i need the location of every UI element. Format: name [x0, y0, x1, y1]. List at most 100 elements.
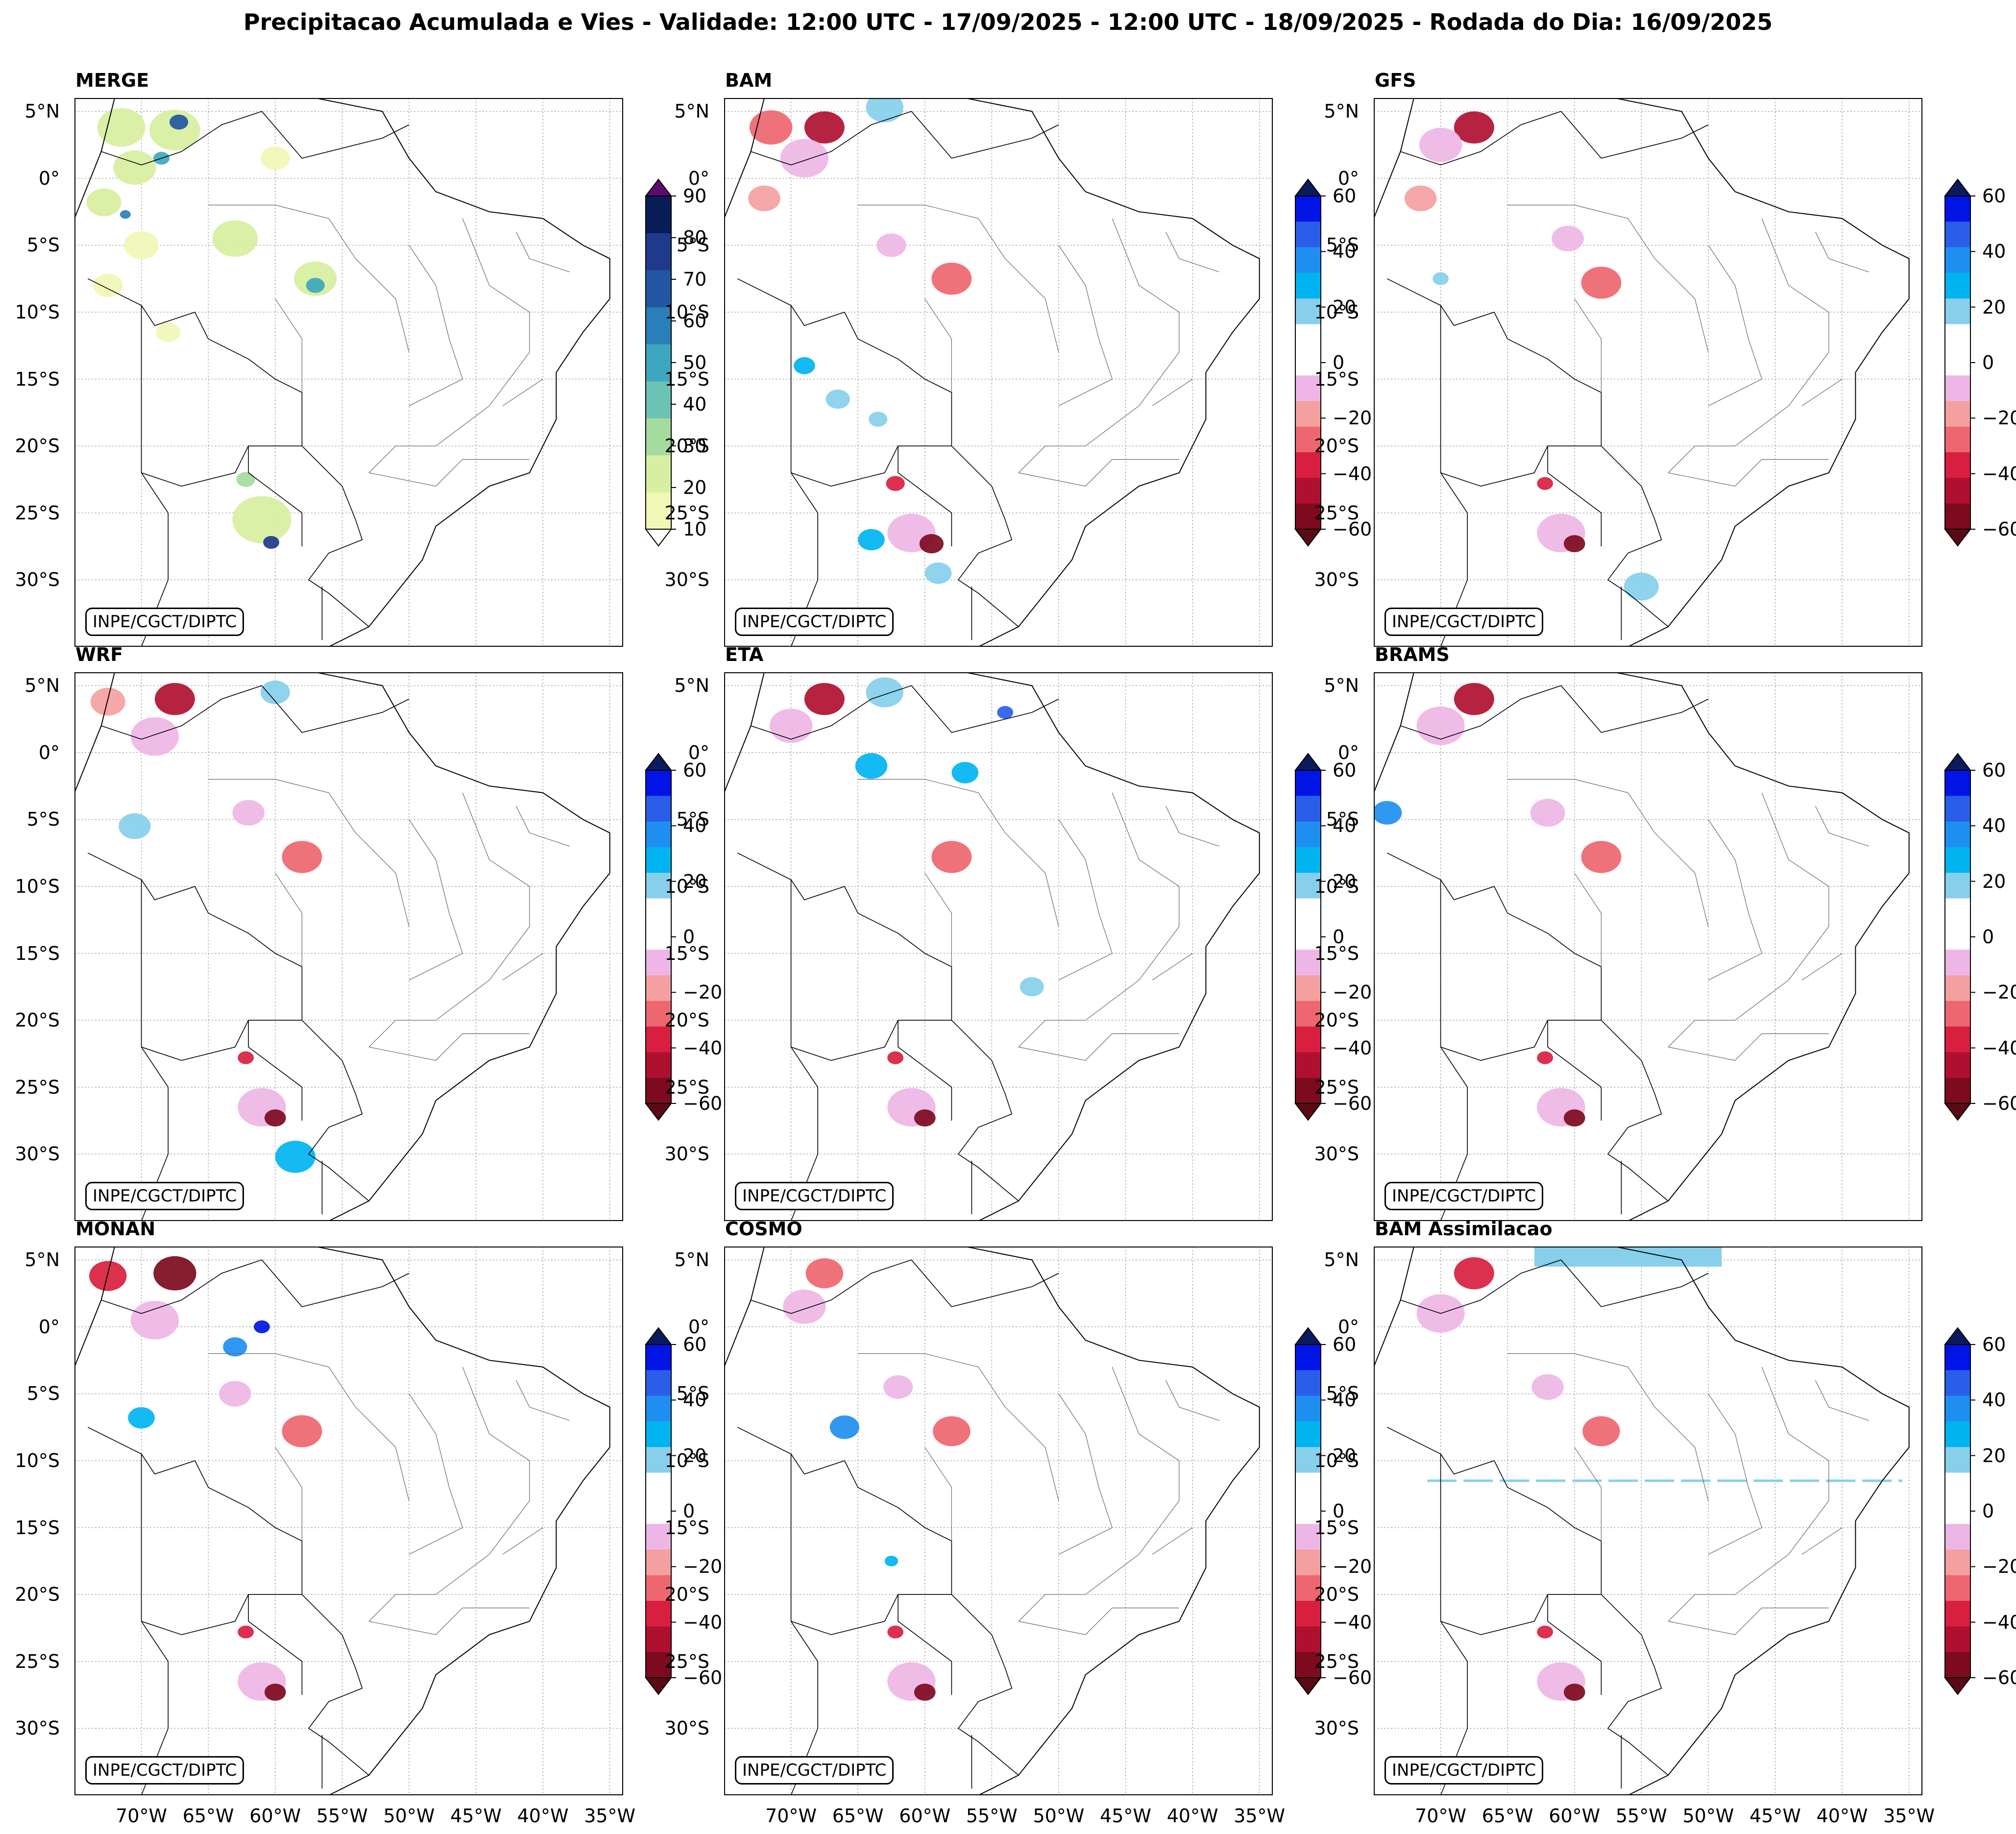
lon-tick-label: 55°W	[316, 1805, 368, 1827]
colorbar-segment	[1945, 221, 1970, 248]
precip-blob	[282, 1415, 322, 1447]
precip-blob	[1563, 1109, 1585, 1127]
lon-tick-label: 65°W	[1482, 1805, 1533, 1827]
colorbar-tick-label: −20	[1982, 981, 2016, 1003]
state-border	[275, 873, 302, 967]
colorbar-segment	[1945, 1626, 1970, 1653]
credit-label: INPE/CGCT/DIPTC	[735, 1182, 894, 1210]
state-border	[1152, 379, 1193, 406]
colorbar-tick-label: 20	[683, 477, 707, 498]
colorbar-segment	[1295, 272, 1321, 299]
colorbar-segment	[1295, 401, 1321, 427]
colorbar-segment	[646, 975, 671, 1002]
country-border	[1547, 446, 1602, 547]
colorbar-tick-label: 20	[1333, 296, 1357, 318]
precip-blob	[1537, 1051, 1554, 1064]
precip-blob	[804, 111, 845, 144]
colorbar-segment	[646, 270, 671, 308]
precip-blob	[884, 1556, 899, 1566]
colorbar-segment	[1295, 1395, 1321, 1422]
country-border	[1400, 111, 1709, 166]
precip-blob	[1581, 841, 1622, 873]
lon-tick-label: 65°W	[182, 1805, 234, 1827]
colorbar-tick-label: 20	[683, 1444, 707, 1467]
lat-tick-label: 5°S	[1326, 234, 1359, 256]
lon-tick-label: 60°W	[1549, 1805, 1601, 1827]
colorbar-segment	[1945, 924, 1970, 950]
coastline	[724, 672, 1260, 1221]
colorbar-bias: 60 40 20 0 −20 −40 −60	[1287, 176, 1375, 568]
state-border	[1668, 352, 1829, 473]
precip-blob	[919, 534, 944, 554]
country-border	[790, 305, 952, 487]
map-canvas	[74, 1247, 623, 1795]
colorbar-tick-label: 10	[683, 518, 707, 540]
state-border	[1815, 231, 1869, 272]
lat-tick-label: 5°N	[24, 100, 60, 122]
colorbar-segment	[646, 381, 671, 418]
colorbar-segment	[1945, 478, 1970, 504]
colorbar-tick-label: −40	[1333, 1037, 1372, 1059]
colorbar-segment	[646, 770, 671, 796]
precip-blob	[914, 1109, 936, 1127]
colorbar-segment	[646, 1027, 671, 1052]
colorbar-merge: 10 20 30 40 50 60 70 80 90	[637, 176, 725, 568]
precip-blob	[749, 110, 793, 145]
lat-tick-label: 15°S	[1314, 942, 1359, 964]
credit-label: INPE/CGCT/DIPTC	[1384, 1182, 1544, 1210]
state-border	[1058, 1394, 1113, 1555]
colorbar-segment	[646, 1345, 671, 1370]
colorbar-extend-top	[1294, 178, 1322, 196]
colorbar-tick-label: 90	[683, 185, 707, 207]
coastline	[724, 98, 1260, 647]
precip-blob	[931, 263, 972, 295]
colorbar-segment	[1295, 1472, 1321, 1499]
colorbar-segment	[646, 344, 671, 382]
colorbar-tick-label: 20	[1333, 1444, 1357, 1467]
precip-blob	[219, 1381, 251, 1407]
lat-tick-label: 0°	[1337, 167, 1359, 189]
precip-blob	[86, 188, 121, 217]
country-border	[898, 1594, 952, 1695]
precip-blob	[120, 210, 131, 219]
state-border	[1165, 1380, 1219, 1421]
lon-tick-label: 40°W	[517, 1805, 569, 1827]
precip-blob	[264, 1684, 286, 1701]
precip-blob	[866, 98, 904, 122]
lon-tick-label: 50°W	[1033, 1805, 1085, 1827]
state-border	[275, 298, 302, 392]
lon-tick-label: 60°W	[249, 1805, 301, 1827]
precip-blob	[90, 687, 125, 716]
precip-blob	[263, 536, 279, 549]
lat-tick-label: 5°N	[674, 1249, 709, 1271]
lat-tick-label: 10°S	[664, 1450, 709, 1472]
state-border	[1507, 204, 1709, 353]
colorbar-segment	[646, 873, 671, 899]
precip-blob	[1582, 1416, 1620, 1446]
colorbar-tick-label: 0	[1333, 926, 1345, 948]
precip-blob	[1624, 572, 1659, 601]
colorbar-segment	[1945, 1601, 1970, 1627]
precip-blob	[780, 139, 829, 178]
map-canvas	[74, 672, 623, 1221]
lat-tick-label: 30°S	[1314, 1717, 1359, 1739]
country-border	[1386, 853, 1669, 1201]
lat-tick-label: 25°S	[1314, 1076, 1359, 1098]
colorbar-tick-label: 20	[1333, 870, 1357, 892]
state-border	[1668, 459, 1829, 487]
colorbar-tick-label: −20	[1333, 407, 1372, 429]
precip-blob	[1552, 225, 1584, 252]
colorbar-segment	[1945, 1370, 1970, 1396]
state-border	[1165, 231, 1219, 272]
state-border	[858, 1353, 1059, 1501]
country-border	[1440, 1454, 1602, 1636]
precip-blob	[238, 1625, 254, 1638]
colorbar-segment	[1945, 1395, 1970, 1422]
coastline	[1374, 1247, 1910, 1795]
map-canvas	[1374, 1247, 1922, 1795]
lat-tick-label: 0°	[38, 741, 60, 763]
precip-blob	[829, 1415, 859, 1439]
state-border	[1507, 779, 1709, 927]
precip-blob	[914, 1684, 936, 1701]
panel-title: WRF	[75, 644, 123, 665]
